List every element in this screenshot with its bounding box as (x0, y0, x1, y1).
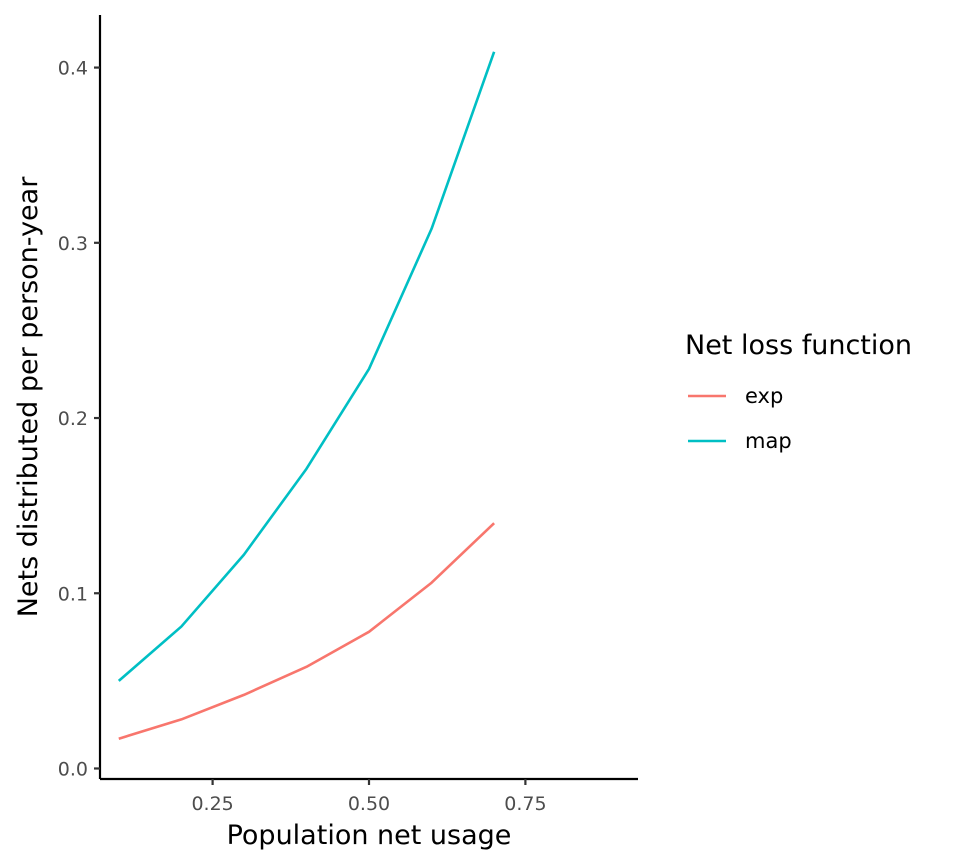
legend: Net loss function exp map (685, 330, 912, 453)
plot-area (117, 51, 496, 740)
legend-title: Net loss function (685, 330, 912, 361)
y-tick-label: 0.1 (58, 583, 88, 605)
x-tick-label: 0.25 (191, 793, 233, 815)
x-tick-label: 0.75 (504, 793, 546, 815)
y-tick-label: 0.0 (58, 758, 88, 780)
x-axis: 0.25 0.50 0.75 (100, 777, 638, 815)
x-tick-label: 0.50 (348, 793, 390, 815)
legend-label-map: map (745, 429, 792, 453)
y-tick-label: 0.2 (58, 408, 88, 430)
y-tick-label: 0.3 (58, 233, 88, 255)
x-axis-title: Population net usage (227, 820, 512, 851)
y-axis: 0.0 0.1 0.2 0.3 0.4 (58, 15, 102, 780)
legend-label-exp: exp (745, 384, 783, 408)
series-line-exp (118, 522, 496, 740)
y-axis-title: Nets distributed per person-year (13, 176, 44, 617)
series-line-map (117, 51, 496, 682)
y-tick-label: 0.4 (58, 58, 88, 80)
